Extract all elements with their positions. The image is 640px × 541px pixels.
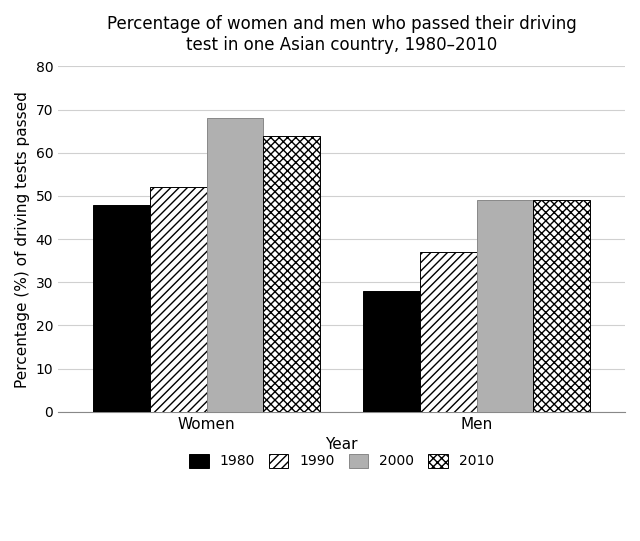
Bar bbox=[93, 204, 150, 412]
Bar bbox=[533, 200, 590, 412]
Legend: 1980, 1990, 2000, 2010: 1980, 1990, 2000, 2010 bbox=[184, 448, 499, 474]
Bar bbox=[363, 291, 420, 412]
Bar bbox=[207, 118, 263, 412]
Bar bbox=[477, 200, 533, 412]
Bar bbox=[263, 136, 320, 412]
Y-axis label: Percentage (%) of driving tests passed: Percentage (%) of driving tests passed bbox=[15, 91, 30, 387]
Bar bbox=[420, 252, 477, 412]
Title: Percentage of women and men who passed their driving
test in one Asian country, : Percentage of women and men who passed t… bbox=[107, 15, 577, 54]
Bar bbox=[150, 187, 207, 412]
X-axis label: Year: Year bbox=[325, 437, 358, 452]
